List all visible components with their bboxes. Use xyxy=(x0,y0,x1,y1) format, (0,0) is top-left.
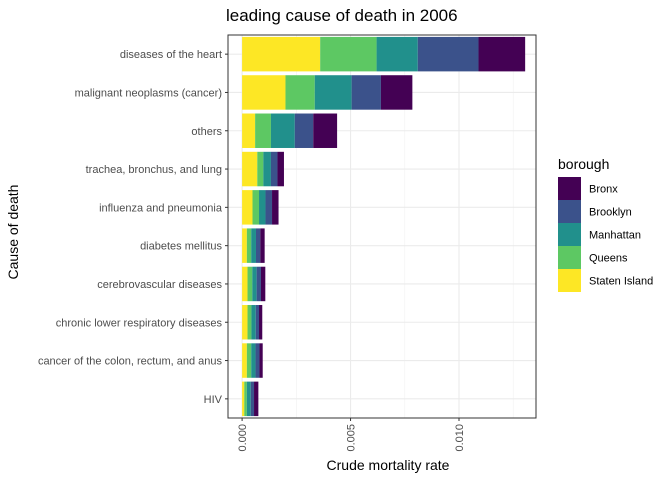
y-tick-label: others xyxy=(191,126,222,138)
bar-segment xyxy=(244,381,247,417)
bar-segment xyxy=(314,75,352,110)
bar-segment xyxy=(285,75,315,110)
legend-title: borough xyxy=(558,156,609,172)
y-tick-label: chronic lower respiratory diseases xyxy=(56,317,223,329)
bar-segment xyxy=(376,36,418,72)
bar-segment xyxy=(260,228,265,263)
bar-segment xyxy=(251,228,256,263)
bar-segment xyxy=(242,113,256,148)
bar-segment xyxy=(265,190,273,225)
bar-segment xyxy=(242,190,253,225)
bar-segment xyxy=(252,190,260,225)
bar-segment xyxy=(242,305,248,340)
legend-label: Bronx xyxy=(589,184,618,196)
bar-segment xyxy=(270,113,295,148)
bar-segment xyxy=(270,151,278,187)
legend-swatch xyxy=(558,223,581,246)
y-tick-label: diseases of the heart xyxy=(120,49,222,61)
bar-segment xyxy=(263,151,271,187)
bar-segment xyxy=(277,151,284,187)
bar-segment xyxy=(242,228,247,263)
legend-swatch xyxy=(558,269,581,292)
panel-border xyxy=(227,34,537,419)
bar-segment xyxy=(250,381,255,417)
bar-segment xyxy=(242,151,258,187)
x-tick-label: 0.010 xyxy=(454,424,466,452)
bar-segment xyxy=(246,381,251,417)
y-tick-label: HIV xyxy=(204,394,223,406)
x-tick-label: 0.000 xyxy=(237,424,249,452)
bar-segment xyxy=(242,75,286,110)
bar-segment xyxy=(256,266,261,302)
bar-segment xyxy=(478,36,526,72)
legend-swatch xyxy=(558,200,581,223)
bar-segment xyxy=(259,305,263,340)
bar-segment xyxy=(257,151,264,187)
bar-segment xyxy=(252,266,257,302)
bar-segment xyxy=(272,190,279,225)
bar-segment xyxy=(255,343,260,378)
y-tick-label: trachea, bronchus, and lung xyxy=(86,164,222,176)
bar-segment xyxy=(417,36,479,72)
x-tick-label: 0.005 xyxy=(346,424,358,452)
legend-swatch xyxy=(558,177,581,200)
legend: Bronx Brooklyn Manhattan Queens Staten Islan… xyxy=(558,177,653,292)
bar-segment xyxy=(294,113,314,148)
bar-segment xyxy=(247,266,253,302)
bar-segment xyxy=(242,36,321,72)
bar-segment xyxy=(242,381,245,417)
legend-label: Queens xyxy=(589,253,628,265)
bar-segment xyxy=(242,266,248,302)
bar-segment xyxy=(259,343,263,378)
bar-segment xyxy=(260,266,266,302)
bar-segment xyxy=(255,305,260,340)
chart-title: leading cause of death in 2006 xyxy=(226,6,458,25)
bar-segment xyxy=(351,75,381,110)
x-axis-title: Crude mortality rate xyxy=(327,457,450,473)
bar-segment xyxy=(259,190,266,225)
y-tick-label: diabetes mellitus xyxy=(140,241,222,253)
y-tick-label: malignant neoplasms (cancer) xyxy=(75,87,222,99)
legend-label: Manhattan xyxy=(589,230,641,242)
bar-segment xyxy=(380,75,413,110)
y-tick-label: influenza and pneumonia xyxy=(99,202,223,214)
legend-swatch xyxy=(558,246,581,269)
plot-panel: diseases of the heart malignant neoplasms… xyxy=(38,34,537,452)
bar-segment xyxy=(255,228,261,263)
legend-label: Brooklyn xyxy=(589,207,632,219)
bar-segment xyxy=(247,305,252,340)
y-axis-title: Cause of death xyxy=(5,185,21,280)
bar-segment xyxy=(251,343,256,378)
legend-label: Staten Island xyxy=(589,276,653,288)
bar-segment xyxy=(255,113,271,148)
bar-segment xyxy=(251,305,256,340)
bar-segment xyxy=(320,36,377,72)
y-tick-label: cerebrovascular diseases xyxy=(97,279,222,291)
bar-segment xyxy=(242,343,247,378)
y-tick-label: cancer of the colon, rectum, and anus xyxy=(38,356,223,368)
bar-segment xyxy=(313,113,338,148)
bar-segment xyxy=(254,381,259,417)
bar-segment xyxy=(246,343,252,378)
bar-segment xyxy=(246,228,252,263)
